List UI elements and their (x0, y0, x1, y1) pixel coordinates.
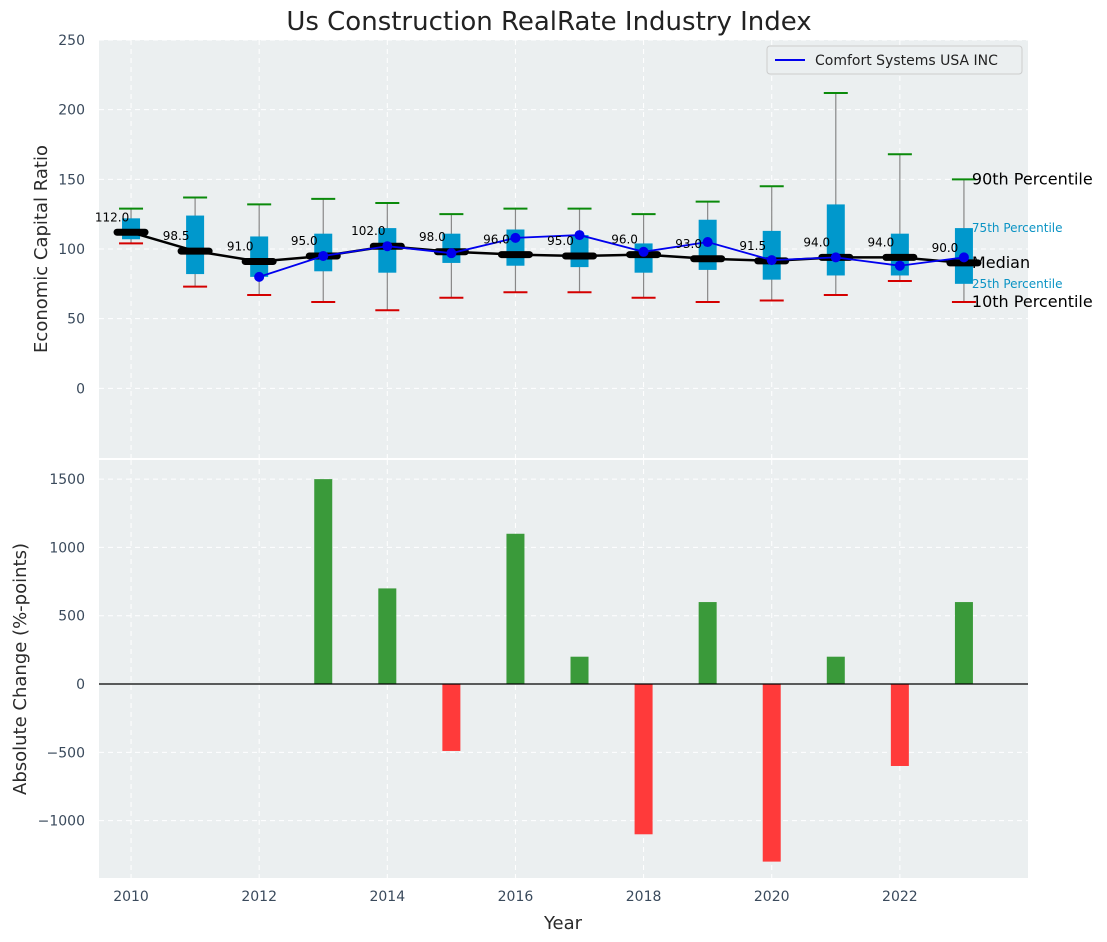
change-bar-2023 (954, 602, 973, 685)
company-point-2023 (958, 252, 969, 263)
x-tick-label: 2014 (369, 889, 405, 905)
chart-title: Us Construction RealRate Industry Index (286, 7, 811, 37)
box-2012 (250, 236, 269, 277)
legend-label: Comfort Systems USA INC (815, 53, 998, 69)
median-label-2010: 112.0 (95, 210, 129, 224)
change-bar-2018 (634, 684, 653, 835)
bottom-y-axis-label: Absolute Change (%-points) (10, 543, 31, 795)
percentile-annotations: 90th Percentile 75th Percentile Median 2… (972, 169, 1093, 311)
change-bar-2015 (442, 684, 461, 751)
change-bar-2013 (314, 479, 333, 685)
top-y-tick-labels: 0 50 100 150 200 250 (58, 33, 85, 397)
bottom-plot-background (99, 460, 1028, 878)
median-label-2015: 98.0 (419, 230, 446, 244)
median-label-2011: 98.5 (163, 229, 190, 243)
bottom-y-tick-label: 1000 (49, 540, 85, 556)
median-label-2021: 94.0 (803, 235, 830, 249)
bottom-y-tick-label: 1500 (49, 472, 85, 488)
bottom-y-tick-label: 0 (76, 677, 85, 693)
bottom-y-tick-label: −1000 (38, 814, 85, 830)
median-value-labels: 112.0 98.5 91.0 95.0 102.0 98.0 96.0 95.0 96.0 93… (95, 210, 958, 255)
median-label-2014: 102.0 (351, 224, 385, 238)
legend-box (766, 45, 1023, 75)
top-y-tick-label: 100 (58, 242, 85, 258)
top-y-tick-label: 150 (58, 172, 85, 188)
x-axis-label: Year (543, 913, 583, 934)
median-label-2020: 91.5 (739, 239, 766, 253)
bottom-y-tick-label: −500 (47, 745, 85, 761)
bottom-y-tick-labels: −1000 −500 0 500 1000 1500 (38, 472, 85, 830)
company-point-2015 (446, 248, 457, 259)
x-tick-label: 2016 (498, 889, 534, 905)
company-point-2013 (318, 250, 329, 261)
company-point-2021 (830, 252, 841, 263)
median-label-2019: 93.0 (675, 237, 702, 251)
x-tick-label: 2010 (113, 889, 149, 905)
top-y-axis-label: Economic Capital Ratio (31, 145, 52, 353)
bottom-y-tick-label: 500 (58, 609, 85, 625)
company-point-2018 (638, 246, 649, 257)
median-label-2017: 95.0 (547, 234, 574, 248)
top-y-tick-label: 200 (58, 103, 85, 119)
annotation-10th-percentile: 10th Percentile (972, 292, 1093, 311)
company-point-2017 (574, 230, 585, 241)
change-bar-2022 (890, 684, 909, 766)
company-point-2012 (254, 271, 265, 282)
company-point-2019 (702, 237, 713, 248)
company-point-2016 (510, 232, 521, 243)
annotation-75th-percentile: 75th Percentile (972, 221, 1063, 235)
x-tick-label: 2022 (882, 889, 918, 905)
change-bar-2020 (762, 684, 781, 862)
top-plot-panel: 0 50 100 150 200 250 112.0 98.5 91.0 95.0 102.0 98… (31, 33, 1093, 458)
x-tick-label: 2020 (754, 889, 790, 905)
company-point-2014 (382, 241, 393, 252)
x-tick-label: 2018 (626, 889, 662, 905)
median-label-2016: 96.0 (483, 233, 510, 247)
median-label-2022: 94.0 (868, 235, 895, 249)
change-bar-2014 (378, 588, 397, 685)
legend: Comfort Systems USA INC (766, 45, 1023, 75)
top-y-tick-label: 250 (58, 33, 85, 49)
top-y-tick-label: 50 (67, 312, 85, 328)
x-tick-label: 2012 (241, 889, 277, 905)
annotation-90th-percentile: 90th Percentile (972, 169, 1093, 188)
change-bar-2021 (826, 656, 845, 685)
median-label-2018: 96.0 (611, 233, 638, 247)
change-bar-2017 (570, 656, 589, 685)
change-bars (314, 479, 973, 862)
company-series (254, 230, 969, 282)
change-bar-2016 (506, 533, 525, 685)
x-tick-labels: 2010 2012 2014 2016 2018 2020 2022 (113, 889, 917, 905)
median-label-2012: 91.0 (227, 240, 254, 254)
box-2011 (186, 215, 205, 275)
median-label-2023: 90.0 (932, 241, 959, 255)
annotation-median: Median (972, 253, 1030, 272)
company-line (258, 234, 965, 278)
company-point-2020 (766, 255, 777, 266)
top-y-tick-label: 0 (76, 381, 85, 397)
annotation-25th-percentile: 25th Percentile (972, 277, 1063, 291)
median-label-2013: 95.0 (291, 234, 318, 248)
company-point-2022 (894, 260, 905, 271)
change-bar-2019 (698, 602, 717, 685)
